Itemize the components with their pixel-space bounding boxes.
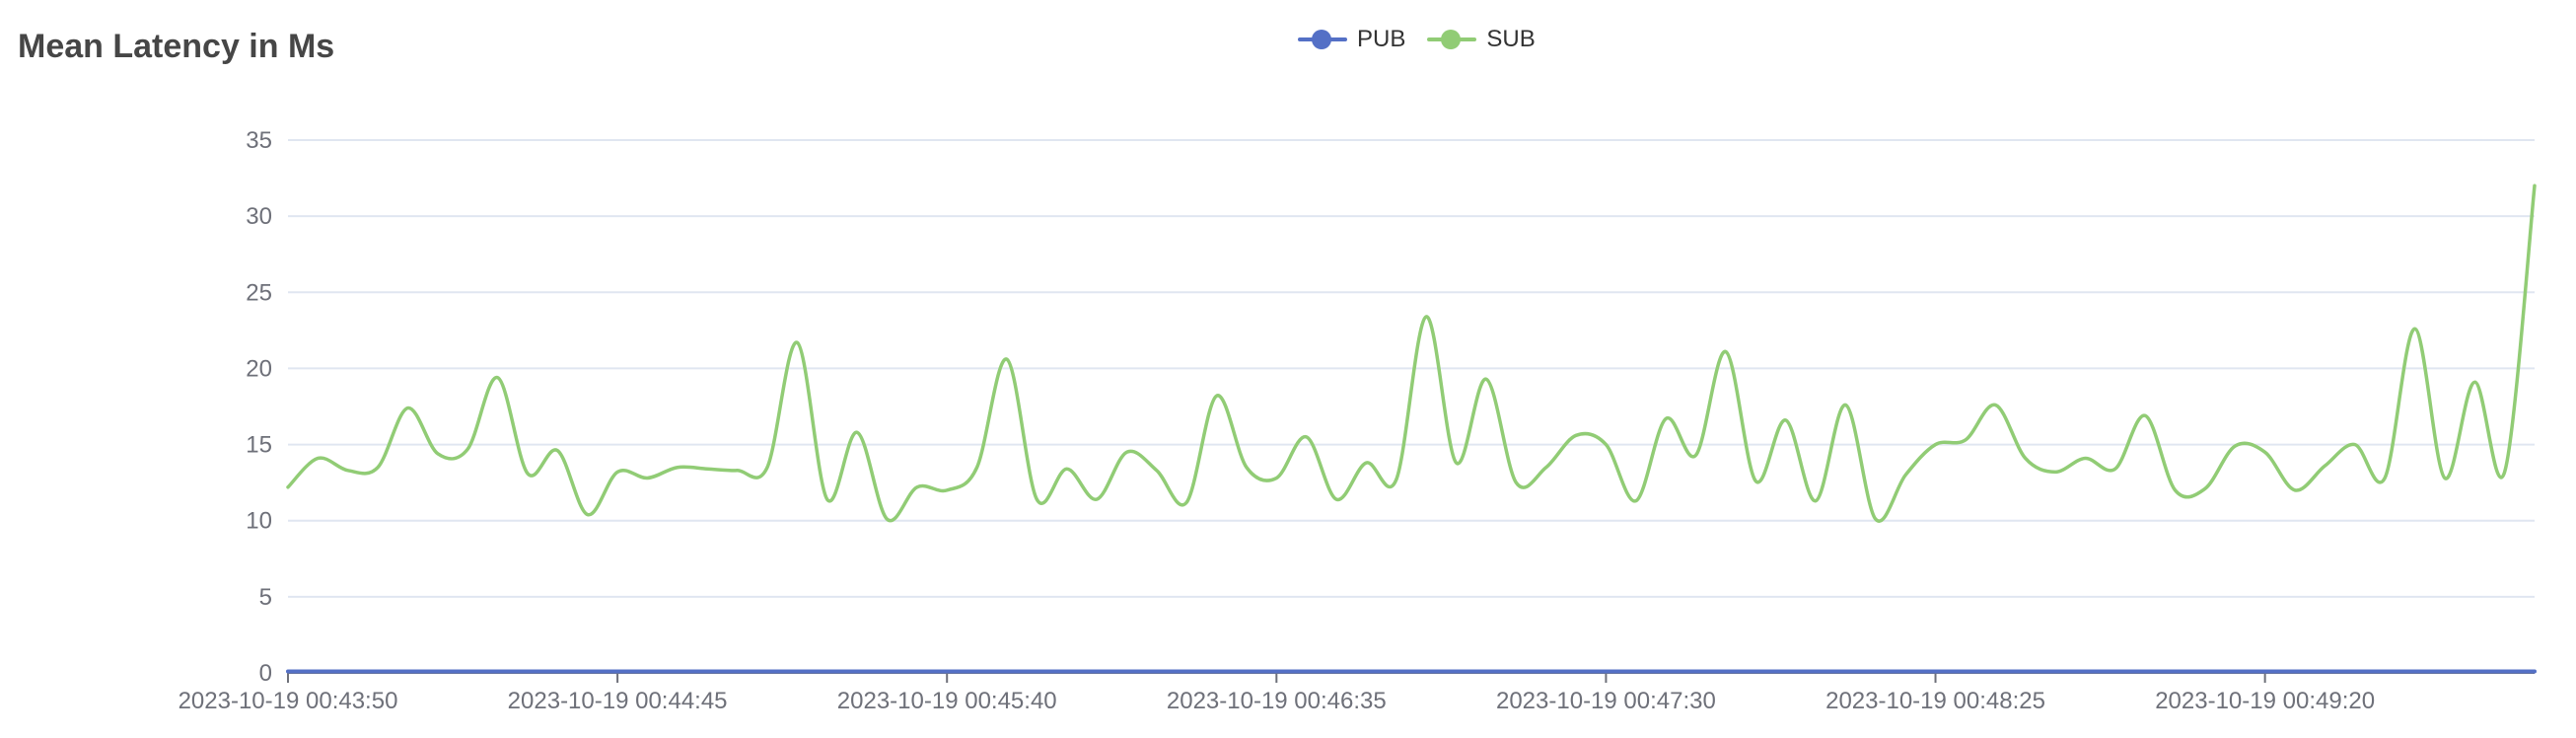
x-tick-label: 2023-10-19 00:43:50: [179, 688, 398, 714]
x-tick-label: 2023-10-19 00:45:40: [837, 688, 1057, 714]
legend-item-sub[interactable]: SUB: [1427, 26, 1536, 53]
x-tick-label: 2023-10-19 00:49:20: [2155, 688, 2375, 714]
x-tick-label: 2023-10-19 00:44:45: [508, 688, 728, 714]
x-tick-label: 2023-10-19 00:46:35: [1167, 688, 1387, 714]
legend-sub-symbol-icon: [1427, 30, 1477, 49]
x-tick-label: 2023-10-19 00:48:25: [1825, 688, 2045, 714]
y-tick-label: 35: [246, 127, 272, 154]
legend-sub-label: SUB: [1486, 26, 1536, 52]
y-tick-label: 30: [246, 203, 272, 230]
y-tick-label: 0: [259, 660, 272, 687]
grid-lines: [288, 139, 2535, 598]
y-axis-tick-labels: 0 5 10 15 20 25 30 35: [246, 127, 272, 687]
y-tick-label: 25: [246, 279, 272, 306]
y-tick-label: 20: [246, 355, 272, 382]
x-tick-label: 2023-10-19 00:47:30: [1496, 688, 1716, 714]
y-tick-label: 10: [246, 508, 272, 535]
y-tick-label: 5: [259, 584, 272, 611]
y-tick-label: 15: [246, 432, 272, 459]
legend-item-pub[interactable]: PUB: [1298, 26, 1405, 53]
series-line-sub[interactable]: [286, 184, 2537, 523]
legend-pub-label: PUB: [1357, 26, 1406, 52]
chart-title: Mean Latency in Ms: [18, 28, 335, 65]
legend-pub-symbol-icon: [1298, 30, 1347, 49]
series-lines: [286, 184, 2537, 674]
legend: PUB SUB: [1298, 26, 1536, 53]
x-axis: 2023-10-19 00:43:50 2023-10-19 00:44:45 20…: [179, 672, 2535, 714]
